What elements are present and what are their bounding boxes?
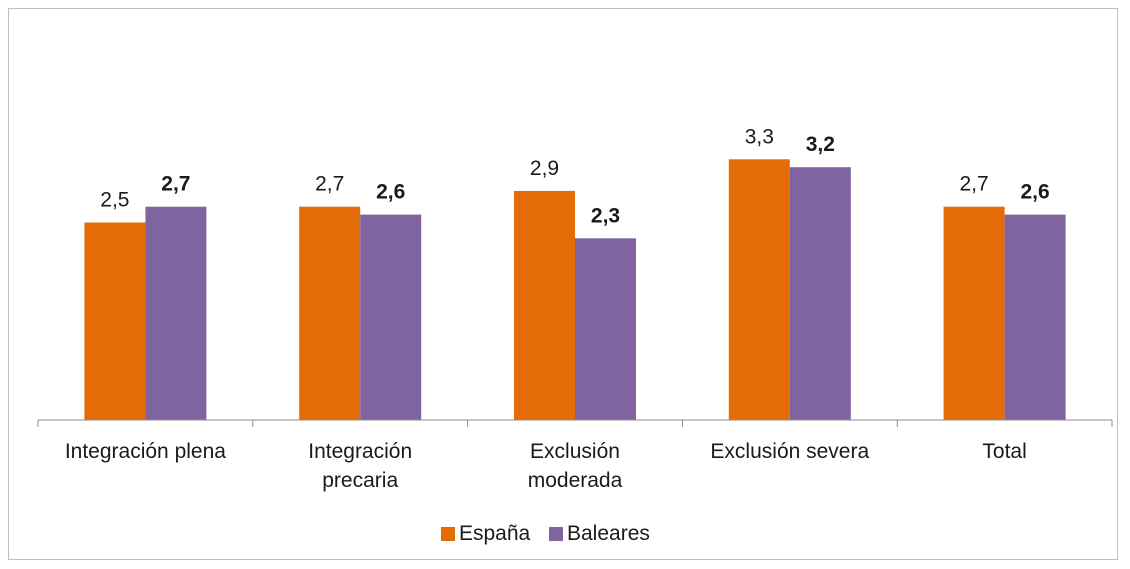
legend: España Baleares bbox=[441, 522, 650, 545]
data-label: 2,5 bbox=[100, 189, 129, 212]
bar-baleares bbox=[575, 238, 636, 420]
bar-espana bbox=[299, 206, 361, 420]
data-label: 2,6 bbox=[1020, 181, 1049, 204]
bar-baleares bbox=[360, 214, 422, 420]
data-label: 2,9 bbox=[530, 157, 559, 180]
category-labels: Integración plena Integración precaria Excl… bbox=[65, 440, 1027, 492]
data-label: 3,2 bbox=[806, 133, 835, 156]
legend-swatch bbox=[441, 527, 455, 541]
bar-espana bbox=[728, 159, 790, 421]
bar-baleares bbox=[145, 206, 207, 420]
data-label: 2,7 bbox=[161, 173, 190, 196]
data-label: 2,6 bbox=[376, 181, 405, 204]
legend-label: España bbox=[459, 522, 531, 545]
legend-swatch bbox=[549, 527, 563, 541]
data-labels: 2,5 2,7 2,7 2,6 2,9 2,3 3,3 3,2 2,7 2,6 bbox=[100, 125, 1049, 227]
bar-espana bbox=[84, 222, 146, 420]
legend-label: Baleares bbox=[567, 522, 650, 545]
data-label: 2,3 bbox=[591, 204, 620, 227]
data-label: 3,3 bbox=[745, 125, 774, 148]
bar-espana bbox=[943, 206, 1005, 420]
category-label: Total bbox=[982, 440, 1026, 463]
category-label: Exclusión moderada bbox=[528, 440, 623, 492]
bars-layer bbox=[84, 159, 1066, 421]
data-label: 2,7 bbox=[315, 173, 344, 196]
chart-frame: 2,5 2,7 2,7 2,6 2,9 2,3 3,3 3,2 2,7 2,6 Integraci… bbox=[8, 8, 1118, 560]
bar-chart: 2,5 2,7 2,7 2,6 2,9 2,3 3,3 3,2 2,7 2,6 Integraci… bbox=[37, 125, 1113, 545]
category-label: Exclusión severa bbox=[710, 440, 869, 463]
bar-espana bbox=[514, 190, 575, 420]
bar-baleares bbox=[789, 167, 851, 420]
category-label: Integración plena bbox=[65, 440, 226, 463]
category-label: Integración precaria bbox=[308, 440, 412, 492]
bar-baleares bbox=[1004, 214, 1066, 420]
x-axis bbox=[37, 419, 1113, 427]
data-label: 2,7 bbox=[959, 173, 988, 196]
